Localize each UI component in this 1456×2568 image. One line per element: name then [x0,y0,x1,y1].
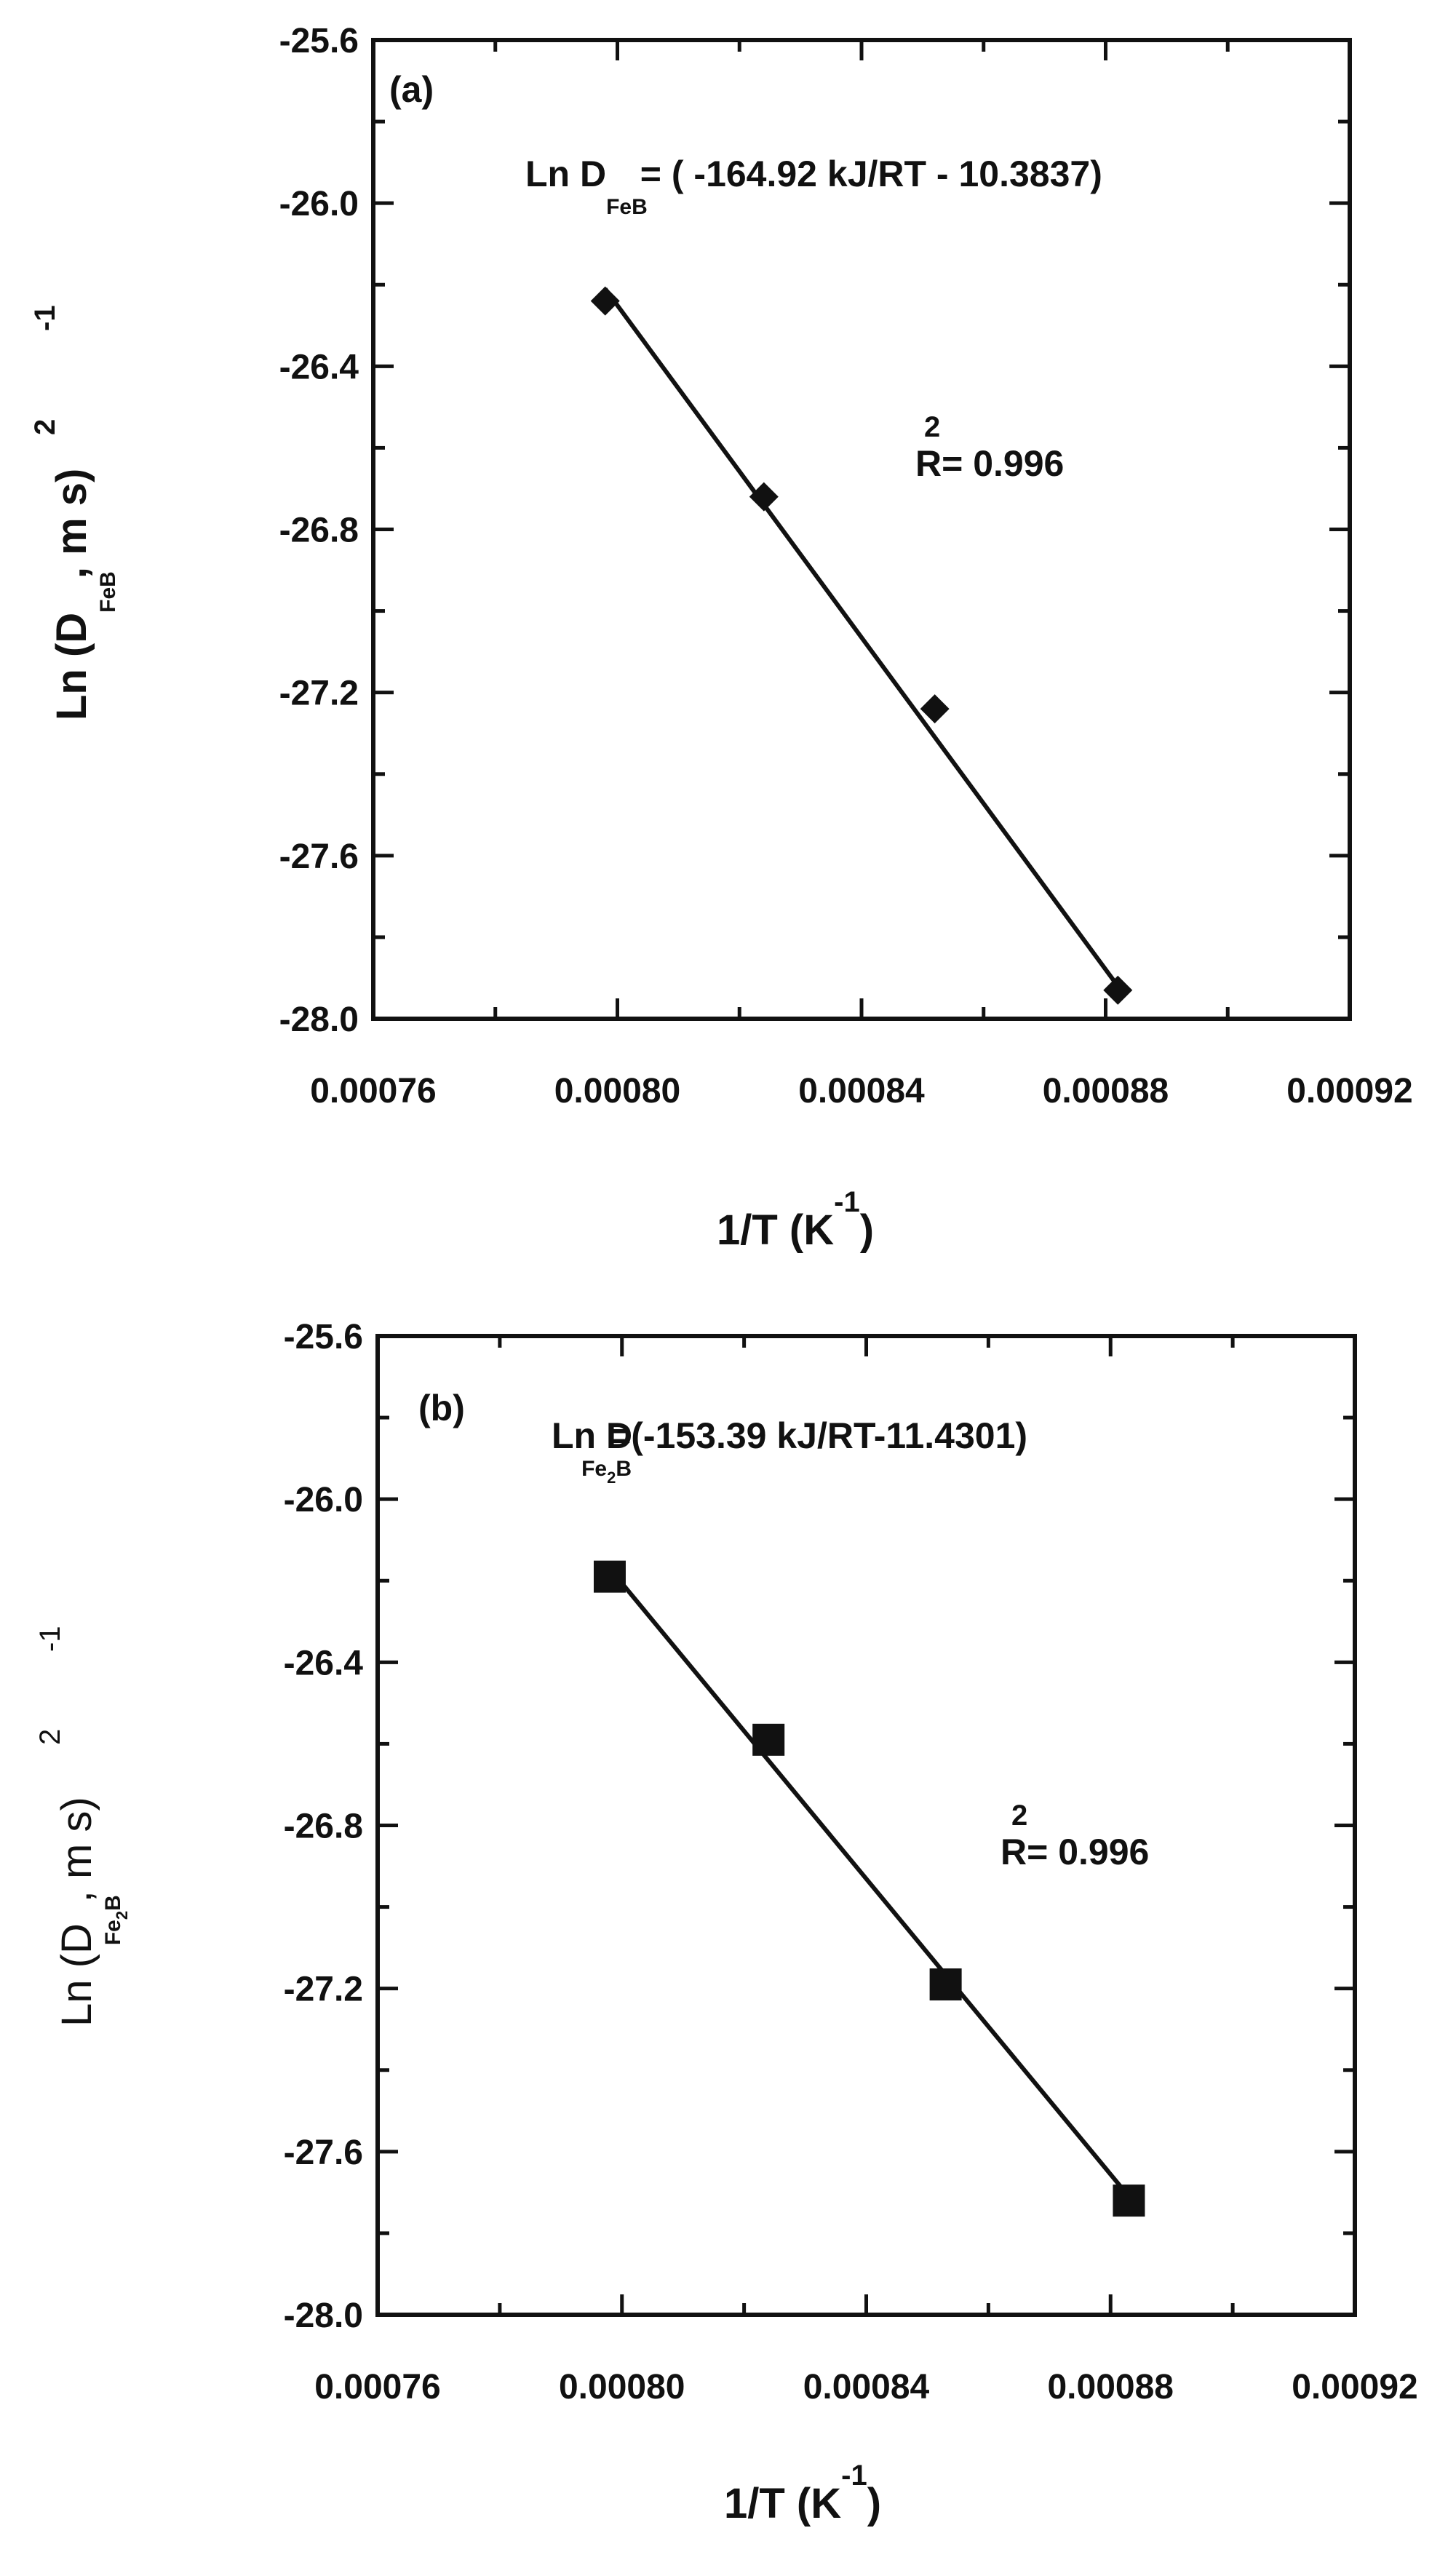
panel-a-x-tick-label: 0.00088 [1043,1072,1169,1110]
panel-a-x-tick-label: 0.00080 [554,1072,681,1110]
panel-a-y-tick-label: -27.6 [279,838,359,876]
panel-b-x-tick-label: 0.00076 [314,2368,441,2406]
panel-a-x-tick-label: 0.00092 [1286,1072,1413,1110]
panel-a-y-axis-title: Ln (DFeB, m s) [48,469,120,720]
panel-b-r2-superscript: 2 [1011,1800,1027,1832]
panel-a-y-tick-label: -27.2 [279,675,359,713]
panel-a-y-axis-superscript-2: 2 [29,419,61,435]
panel-a-points [590,286,1133,1005]
panel-a-ticks: -25.6 -26.0 -26.4 -26.8 -27.2 -27.6 -28.0 0.000… [279,22,1413,1110]
panel-a-fit-line [603,287,1120,987]
panel-a-data-point [920,694,950,724]
panel-a-y-tick-label: -26.4 [279,348,359,386]
panel-b-x-tick-label: 0.00084 [803,2368,930,2406]
panel-b: -25.6 -26.0 -26.4 -26.8 -27.2 -27.6 -28.0 0.000… [34,1318,1418,2527]
panel-a-x-axis-title: 1/T (K-1) [717,1186,874,1254]
panel-a-r2: R= 0.996 [915,443,1064,484]
panel-b-y-tick-label: -26.4 [284,1644,364,1682]
panel-b-y-axis-superscript-2: 2 [34,1729,66,1745]
panel-a-fit [603,287,1120,987]
panel-b-data-point [929,1968,962,2001]
panel-b-ticks: -25.6 -26.0 -26.4 -26.8 -27.2 -27.6 -28.0 0.000… [284,1318,1418,2406]
panel-b-plot-frame [375,1334,1357,2317]
panel-b-equation: Ln D Fe2B=(-153.39 kJ/RT-11.4301) [552,1415,1027,1487]
panel-b-points [593,1560,1145,2217]
panel-b-data-point [1113,2185,1145,2217]
panel-b-x-tick-label: 0.00088 [1047,2368,1174,2406]
panel-a-label: (a) [389,69,434,110]
panel-b-fit [608,1567,1131,2198]
panel-a-r2-superscript: 2 [924,411,940,443]
panel-a-equation: Ln DFeB= ( -164.92 kJ/RT - 10.3837) [525,154,1102,219]
panel-a-y-tick-label: -28.0 [279,1001,359,1039]
panel-a-x-tick-label: 0.00076 [310,1072,437,1110]
panel-b-x-axis-title: 1/T (K-1) [724,2460,881,2527]
panel-a-data-point [749,482,779,512]
panel-b-x-tick-label: 0.00092 [1292,2368,1418,2406]
panel-b-y-axis-title: Ln (DFe2B, m s) [53,1797,131,2027]
panel-a-data-point [1103,975,1133,1005]
panel-b-y-tick-label: -28.0 [284,2297,363,2335]
panel-a: -25.6 -26.0 -26.4 -26.8 -27.2 -27.6 -28.0 0.000… [29,22,1413,1254]
panel-a-y-tick-label: -26.0 [279,185,359,223]
panel-b-y-tick-label: -27.6 [284,2134,363,2172]
panel-b-y-tick-label: -25.6 [284,1318,363,1356]
panel-a-x-tick-label: 0.00084 [798,1072,925,1110]
panel-b-r2: R= 0.996 [1000,1832,1149,1872]
panel-b-label: (b) [418,1388,465,1428]
panel-b-y-axis-superscript-minus1: -1 [34,1626,66,1652]
panel-b-y-tick-label: -26.0 [284,1481,363,1519]
panel-b-data-point [593,1560,626,1593]
panel-b-x-tick-label: 0.00080 [559,2368,685,2406]
panel-a-y-axis-superscript-minus1: -1 [29,305,61,331]
panel-b-y-tick-label: -26.8 [284,1808,363,1846]
panel-a-y-tick-label: -26.8 [279,512,359,550]
panel-a-data-point [590,286,620,316]
panel-a-y-tick-label: -25.6 [279,22,359,60]
panel-b-fit-line [608,1567,1131,2198]
panel-b-data-point [752,1723,785,1756]
panel-b-y-tick-label: -27.2 [284,1971,363,2009]
